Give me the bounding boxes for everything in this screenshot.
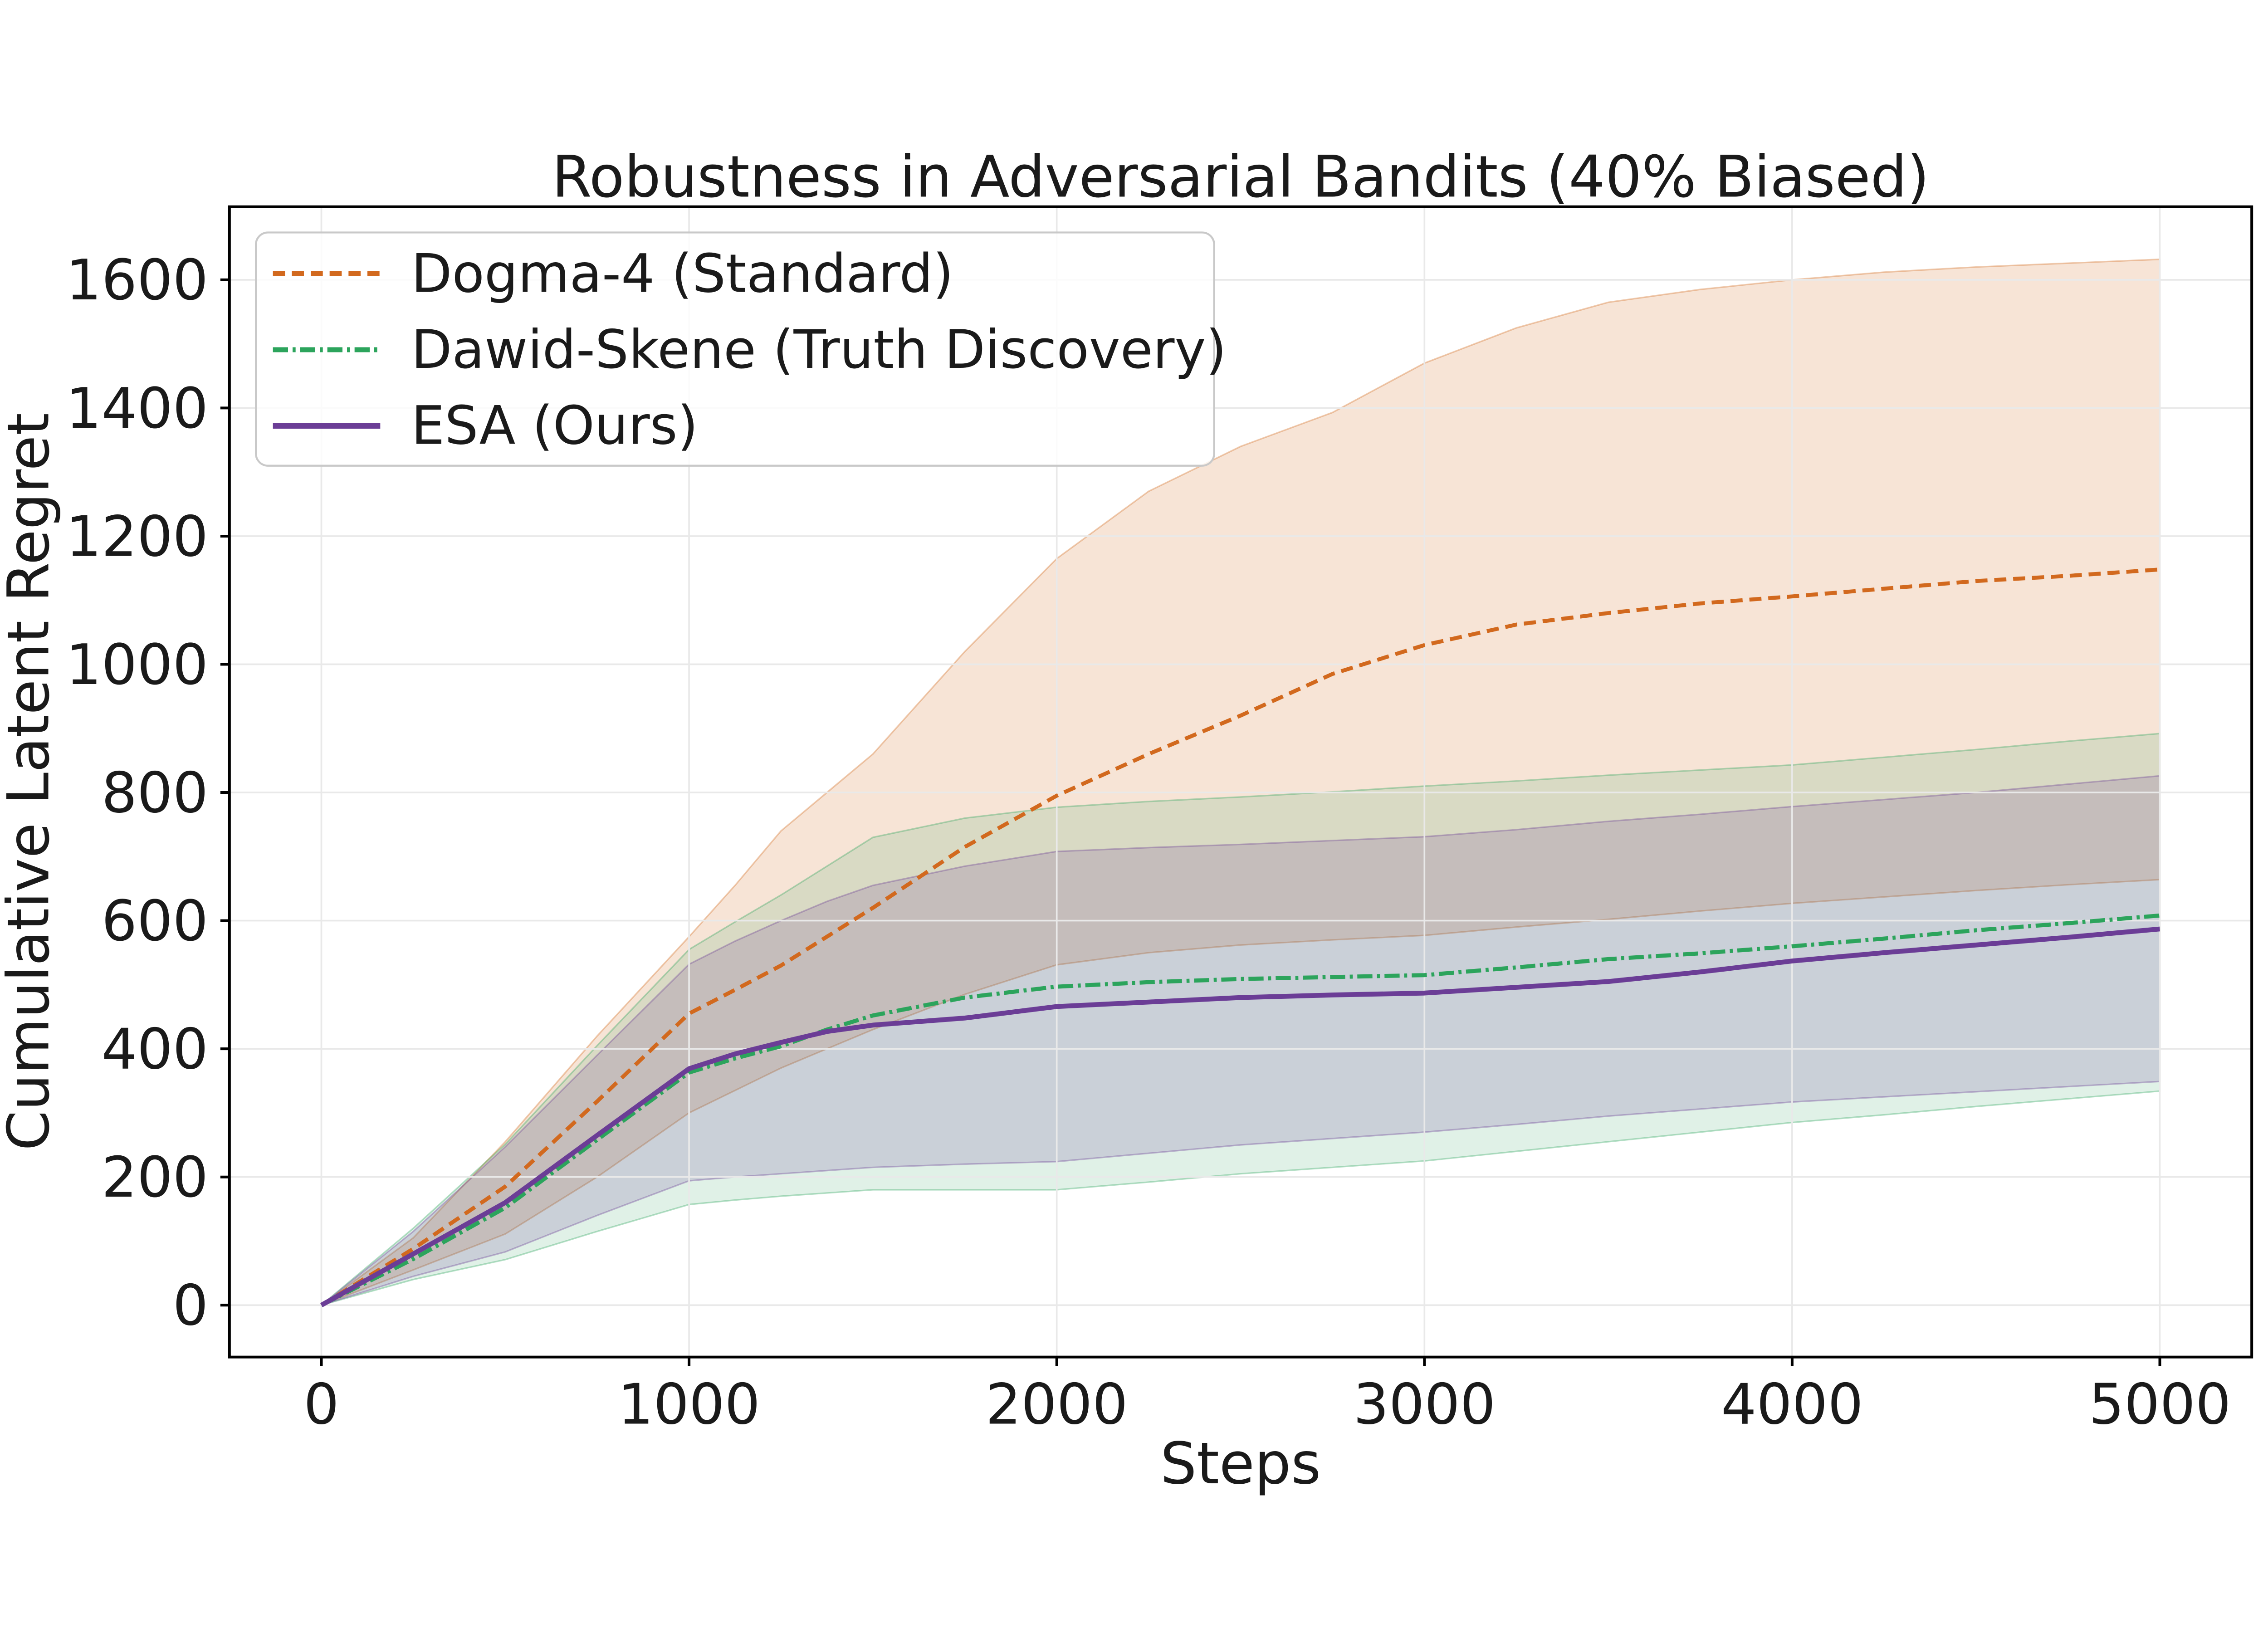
y-axis-label: Cumulative Latent Regret <box>0 413 62 1151</box>
chart-title: Robustness in Adversarial Bandits (40% B… <box>552 143 1930 210</box>
esa-line <box>320 926 2160 1307</box>
dawid-skene-line <box>320 913 2160 1307</box>
x-tick-label: 5000 <box>2089 1372 2231 1437</box>
y-tick-label: 0 <box>173 1274 208 1339</box>
x-tick-label: 2000 <box>986 1372 1128 1437</box>
x-tick-label: 3000 <box>1353 1372 1496 1437</box>
legend-box <box>254 231 1215 467</box>
series-lines <box>320 567 2160 1307</box>
dogma-4-legend-label: Dogma-4 (Standard) <box>411 243 953 304</box>
axes <box>220 205 2253 1366</box>
y-tick-label: 1600 <box>66 248 208 313</box>
tick-labels: 0 1000 2000 3000 4000 5000 0 200 400 600 800 1000 12… <box>66 248 2231 1437</box>
y-tick-label: 800 <box>102 761 208 826</box>
dawid-skene-legend-label: Dawid-Skene (Truth Discovery) <box>411 319 1227 381</box>
plot-border <box>228 205 2253 1359</box>
y-tick-label: 1400 <box>66 376 208 441</box>
gridlines <box>229 206 2252 1357</box>
x-tick-label: 0 <box>303 1372 339 1437</box>
esa-legend-label: ESA (Ours) <box>411 395 698 457</box>
x-axis-label: Steps <box>1160 1430 1321 1497</box>
y-tick-label: 400 <box>102 1017 208 1082</box>
y-tick-label: 200 <box>102 1145 208 1210</box>
y-tick-label: 600 <box>102 889 208 954</box>
x-tick-label: 4000 <box>1721 1372 1863 1437</box>
y-tick-label: 1000 <box>66 633 208 698</box>
legend: Dogma-4 (Standard) Dawid-Skene (Truth Dis… <box>254 231 1227 467</box>
y-tick-label: 1200 <box>66 504 208 569</box>
x-tick-label: 1000 <box>618 1372 760 1437</box>
